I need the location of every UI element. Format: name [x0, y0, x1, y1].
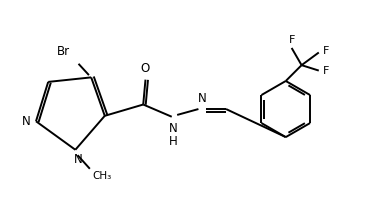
Text: N
H: N H [169, 122, 178, 148]
Text: O: O [141, 62, 150, 75]
Text: N: N [74, 153, 83, 166]
Text: F: F [288, 35, 295, 45]
Text: N: N [198, 92, 207, 105]
Text: F: F [322, 46, 329, 56]
Text: N: N [22, 115, 30, 128]
Text: F: F [322, 66, 329, 76]
Text: CH₃: CH₃ [93, 171, 112, 181]
Text: Br: Br [57, 45, 70, 58]
